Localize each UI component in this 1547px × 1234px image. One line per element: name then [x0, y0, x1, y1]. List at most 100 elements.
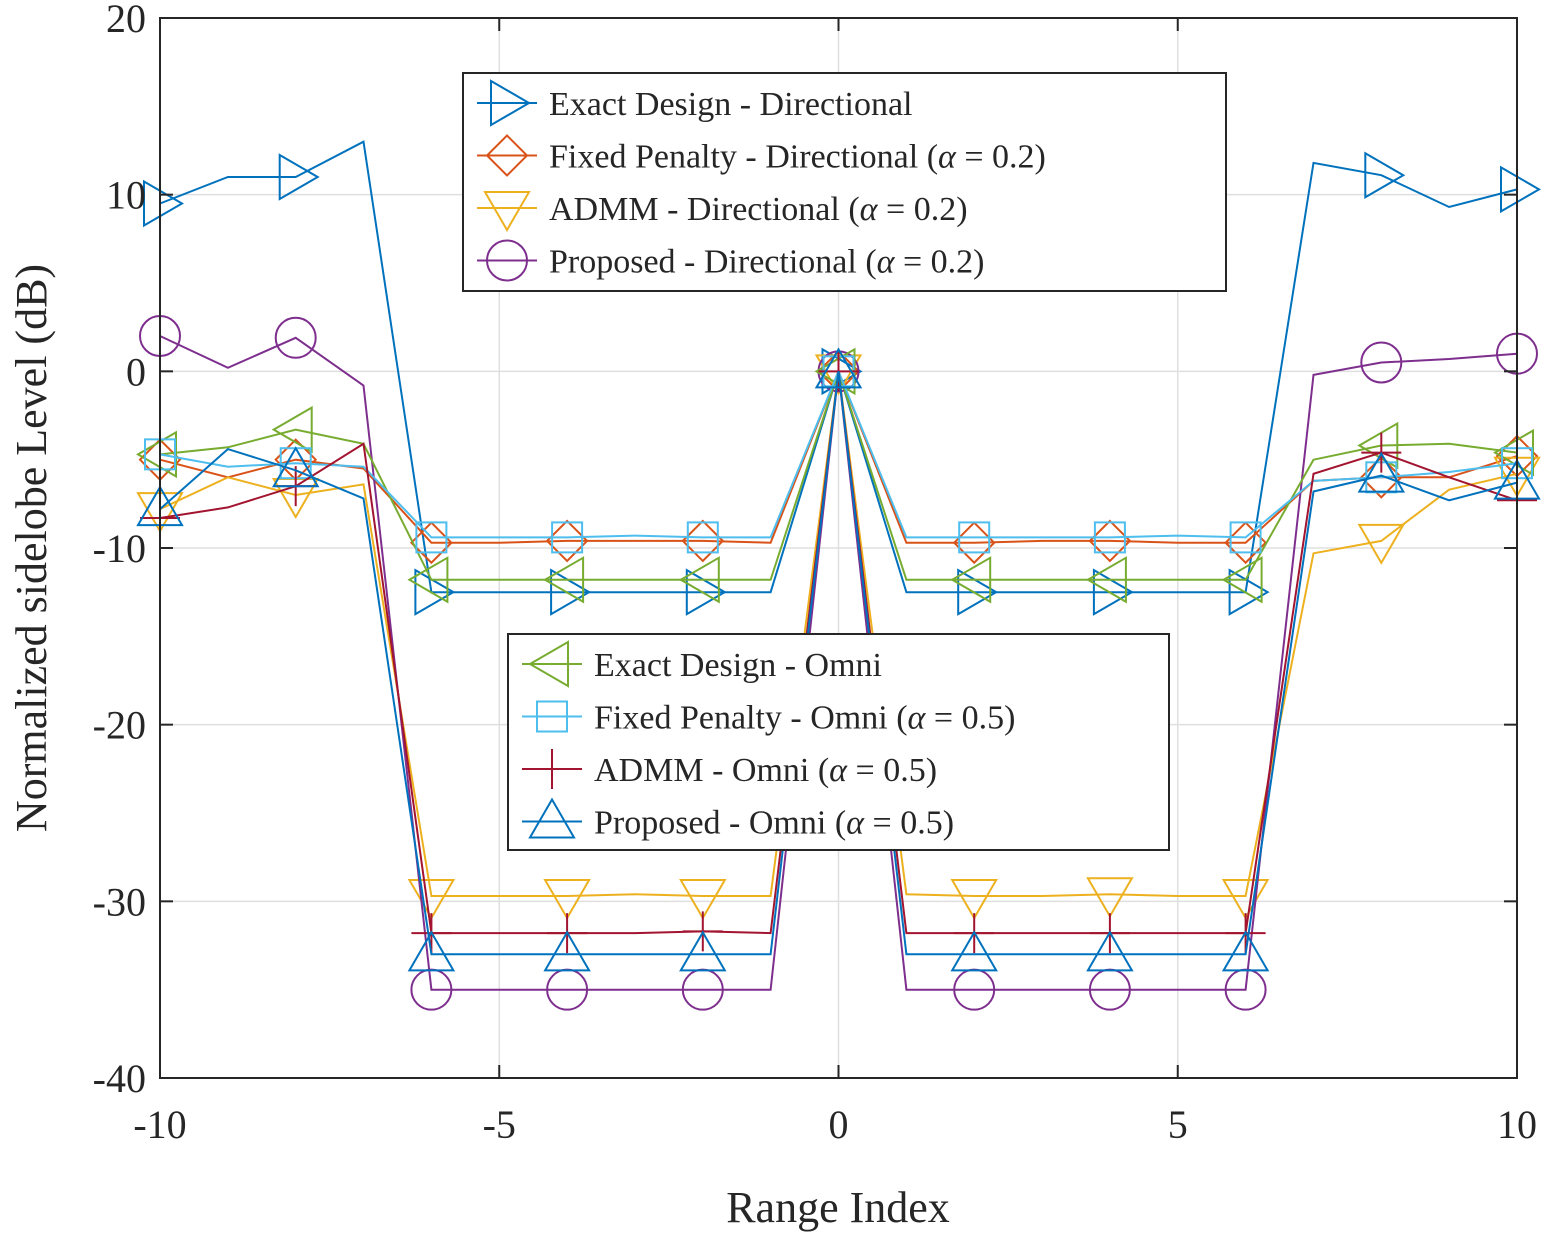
x-tick-label: -5 — [483, 1102, 516, 1147]
x-tick-label: -10 — [133, 1102, 186, 1147]
data-point — [545, 519, 589, 563]
legend-item: Proposed - Directional (α = 0.2) — [477, 239, 985, 282]
legend-box — [507, 633, 1170, 851]
data-point — [1092, 568, 1134, 616]
data-point — [1364, 151, 1406, 199]
data-point — [678, 556, 720, 604]
data-point — [550, 568, 592, 616]
data-point — [143, 179, 184, 228]
legend-label: Exact Design - Directional — [549, 86, 912, 123]
data-point — [952, 521, 996, 565]
data-point — [543, 930, 591, 972]
legend-label-name: ADMM - Directional — [549, 191, 840, 228]
legends: Exact Design - Directional Fixed Penalty … — [462, 72, 1227, 851]
y-tick-label: -40 — [93, 1056, 146, 1101]
legend-item: Fixed Penalty - Directional (α = 0.2) — [477, 134, 1046, 177]
data-point — [950, 556, 992, 604]
data-point — [950, 879, 998, 921]
data-point — [1093, 521, 1126, 554]
legend-label-name: Proposed - Directional — [549, 244, 857, 281]
data-point — [685, 568, 727, 616]
y-tick-label: 10 — [106, 173, 146, 218]
data-point — [1085, 556, 1127, 604]
data-point — [1086, 877, 1134, 919]
y-tick-label: -20 — [93, 703, 146, 748]
legend-label: ADMM - Directional (α = 0.2) — [549, 191, 968, 228]
data-point — [409, 521, 453, 565]
data-point — [679, 930, 727, 972]
data-point — [1360, 341, 1403, 384]
legend-label-name: Exact Design - Omni — [594, 647, 882, 684]
data-point — [1224, 521, 1268, 565]
legend-item: ADMM - Directional (α = 0.2) — [477, 191, 968, 232]
data-point — [407, 930, 456, 972]
x-tick-label: 10 — [1497, 1102, 1537, 1147]
y-axis-label: Normalized sidelobe Level (dB) — [7, 264, 56, 832]
legend-item: Proposed - Omni (α = 0.5) — [522, 797, 954, 842]
legend-marker — [532, 749, 572, 789]
series-line — [159, 371, 1518, 956]
data-point — [1221, 556, 1263, 604]
y-tick-label: 0 — [126, 349, 146, 394]
data-point — [543, 879, 591, 921]
legend-box — [462, 72, 1227, 292]
legend-omni: Exact Design - Omni Fixed Penalty - Omni … — [507, 633, 1170, 851]
y-tick-label: -10 — [93, 526, 146, 571]
x-axis-label: Range Index — [726, 1183, 950, 1232]
data-point — [1500, 165, 1541, 214]
legend-label: Fixed Penalty - Omni (α = 0.5) — [594, 700, 1015, 737]
data-point — [686, 521, 719, 554]
data-point — [679, 879, 727, 921]
legend-label-name: ADMM - Omni — [594, 752, 809, 789]
data-point — [814, 347, 863, 389]
data-point — [957, 568, 999, 616]
legend-label-name: Fixed Penalty - Omni — [594, 700, 888, 737]
data-point — [1228, 568, 1270, 616]
y-tick-label: -30 — [93, 879, 146, 924]
legend-item: Exact Design - Directional — [477, 79, 912, 127]
data-point — [1088, 519, 1132, 563]
legend-marker — [490, 79, 531, 127]
legend-label: Exact Design - Omni — [594, 647, 882, 684]
series-layer — [136, 140, 1541, 1011]
data-point — [1221, 930, 1270, 972]
data-point — [543, 556, 585, 604]
legend-marker — [528, 640, 569, 688]
legend-label-name: Exact Design - Directional — [549, 86, 912, 123]
legend-marker — [536, 700, 568, 733]
data-point — [271, 405, 313, 454]
legend-label-name: Fixed Penalty - Directional — [549, 139, 918, 176]
data-point — [1229, 521, 1262, 554]
legend-label: Proposed - Omni (α = 0.5) — [594, 805, 954, 842]
data-point — [950, 930, 998, 972]
legend-marker — [483, 191, 531, 232]
y-tick-label: 20 — [106, 0, 146, 41]
legend-marker — [486, 239, 528, 282]
data-point — [414, 568, 456, 616]
legend-marker — [485, 134, 529, 177]
data-point — [274, 316, 317, 359]
legend-label: Fixed Penalty - Directional (α = 0.2) — [549, 139, 1046, 176]
legend-item: Exact Design - Omni — [522, 640, 882, 688]
legend-label: ADMM - Omni (α = 0.5) — [594, 752, 937, 789]
data-point — [551, 521, 584, 554]
data-point — [271, 446, 320, 488]
data-point — [1357, 523, 1406, 565]
ticks: -10 -5 0 5 10 20 10 0 -10 -20 -30 -40 — [93, 0, 1537, 1147]
legend-marker — [528, 797, 576, 839]
data-point — [278, 153, 320, 201]
data-point — [407, 556, 449, 604]
legend-label: Proposed - Directional (α = 0.2) — [549, 244, 985, 281]
data-point — [415, 521, 448, 554]
legend-item: ADMM - Omni (α = 0.5) — [522, 749, 937, 789]
data-point — [681, 519, 725, 563]
legend-directional: Exact Design - Directional Fixed Penalty … — [462, 72, 1227, 292]
legend-label-name: Proposed - Omni — [594, 805, 826, 842]
data-point — [1359, 455, 1403, 499]
x-tick-label: 0 — [829, 1102, 849, 1147]
data-point — [1086, 930, 1134, 972]
legend-item: Fixed Penalty - Omni (α = 0.5) — [522, 700, 1015, 737]
x-tick-label: 5 — [1168, 1102, 1188, 1147]
data-point — [1357, 451, 1406, 493]
